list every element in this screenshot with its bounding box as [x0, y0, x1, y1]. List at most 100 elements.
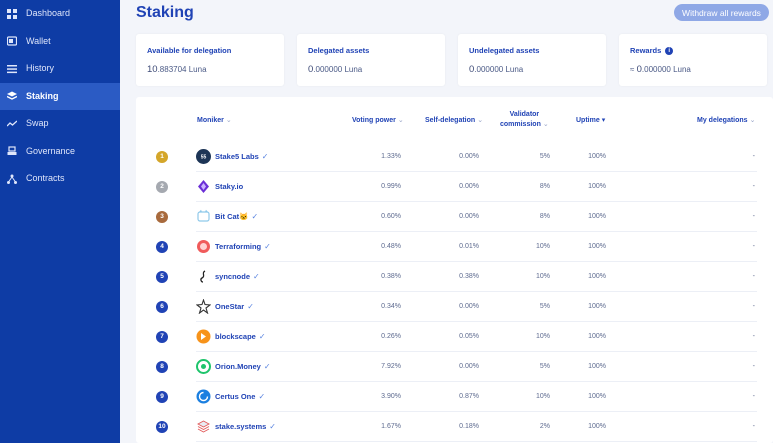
verified-check-icon: ✓ — [264, 242, 271, 251]
card-value: 0.000000 Luna — [469, 64, 524, 75]
uptime-cell: 100% — [588, 273, 606, 280]
validator-moniker-link[interactable]: syncnode ✓ — [215, 272, 260, 281]
sidebar-item-history[interactable]: History — [0, 55, 120, 83]
commission-cell: 5% — [539, 363, 550, 370]
moniker-header[interactable]: Moniker ⌄ — [197, 117, 232, 124]
main-content: Staking Withdraw all rewards Available f… — [120, 0, 773, 443]
sidebar-item-wallet[interactable]: Wallet — [0, 28, 120, 56]
info-icon[interactable]: i — [665, 46, 674, 55]
rank-badge: 6 — [156, 301, 168, 313]
orion-logo-icon — [196, 359, 211, 374]
row-divider — [196, 291, 757, 292]
stakesystems-logo-icon — [196, 419, 211, 434]
table-row[interactable]: 9 Certus One ✓ 3.90% 0.87% 10% 100% - — [136, 382, 773, 412]
svg-text:55: 55 — [201, 155, 207, 161]
table-row[interactable]: 3 Bit Cat🐱 ✓ 0.60% 0.00% 8% 100% - — [136, 202, 773, 232]
validator-moniker-link[interactable]: Stake5 Labs ✓ — [215, 152, 269, 161]
table-row[interactable]: 2 Staky.io 0.99% 0.00% 8% 100% - — [136, 172, 773, 202]
validator-moniker-link[interactable]: Bit Cat🐱 ✓ — [215, 212, 259, 221]
my-delegations-header[interactable]: My delegations ⌄ — [697, 117, 756, 124]
verified-check-icon: ✓ — [258, 392, 266, 401]
voting-power-cell: 7.92% — [381, 363, 401, 370]
validator-moniker-link[interactable]: Certus One ✓ — [215, 392, 266, 401]
page-title: Staking — [136, 4, 194, 21]
card-title: Available for delegation — [147, 46, 232, 55]
sidebar-item-staking[interactable]: Staking — [0, 82, 120, 110]
staking-icon — [6, 90, 18, 102]
self-delegation-cell: 0.00% — [459, 153, 479, 160]
my-delegations-cell: - — [752, 153, 755, 160]
row-divider — [196, 321, 757, 322]
verified-check-icon: ✓ — [269, 422, 276, 431]
onestar-logo-icon — [195, 298, 212, 315]
row-divider — [196, 441, 757, 442]
voting-power-header[interactable]: Voting power ⌄ — [352, 117, 404, 124]
sidebar-item-label: Dashboard — [26, 8, 71, 19]
validator-moniker-link[interactable]: blockscape ✓ — [215, 332, 266, 341]
row-divider — [196, 171, 757, 172]
uptime-header[interactable]: Uptime ▾ — [576, 117, 606, 124]
terraforming-logo-icon — [196, 239, 211, 254]
blockscape-logo-icon — [196, 329, 211, 344]
voting-power-cell: 3.90% — [381, 393, 401, 400]
validator-moniker-link[interactable]: OneStar ✓ — [215, 302, 254, 311]
card-title: Undelegated assets — [469, 46, 540, 55]
my-delegations-cell: - — [752, 303, 755, 310]
validator-moniker-link[interactable]: Orion.Money ✓ — [215, 362, 271, 371]
my-delegations-cell: - — [752, 423, 755, 430]
validator-moniker-link[interactable]: Staky.io — [215, 182, 244, 191]
commission-cell: 5% — [539, 153, 550, 160]
verified-check-icon: ✓ — [258, 332, 266, 341]
sidebar-item-contracts[interactable]: Contracts — [0, 165, 120, 193]
my-delegations-cell: - — [752, 393, 755, 400]
table-row[interactable]: 1 55 Stake5 Labs ✓ 1.33% 0.00% 5% 100% - — [136, 142, 773, 172]
verified-check-icon: ✓ — [251, 212, 259, 221]
rank-badge: 9 — [156, 391, 168, 403]
sort-icon: ⌄ — [749, 117, 756, 124]
self-delegation-cell: 0.00% — [459, 303, 479, 310]
card-value: 0.000000 Luna — [308, 64, 363, 75]
verified-check-icon: ✓ — [263, 362, 271, 371]
verified-check-icon: ✓ — [253, 272, 260, 281]
rank-badge: 1 — [156, 151, 168, 163]
validator-moniker-link[interactable]: stake.systems ✓ — [215, 422, 276, 431]
uptime-cell: 100% — [588, 183, 606, 190]
table-row[interactable]: 5 syncnode ✓ 0.38% 0.38% 10% 100% - — [136, 262, 773, 292]
sidebar-item-dashboard[interactable]: Dashboard — [0, 0, 120, 28]
my-delegations-cell: - — [752, 273, 755, 280]
my-delegations-cell: - — [752, 333, 755, 340]
sidebar-item-label: Staking — [26, 90, 59, 101]
dashboard-icon — [6, 8, 18, 20]
contracts-icon — [6, 173, 18, 185]
voting-power-cell: 0.60% — [381, 213, 401, 220]
staky-logo-icon — [196, 179, 211, 194]
history-icon — [6, 63, 18, 75]
commission-cell: 2% — [539, 423, 550, 430]
sort-icon: ⌄ — [225, 117, 232, 124]
table-row[interactable]: 4 Terraforming ✓ 0.48% 0.01% 10% 100% - — [136, 232, 773, 262]
withdraw-all-rewards-button[interactable]: Withdraw all rewards — [674, 4, 769, 21]
commission-cell: 8% — [539, 213, 550, 220]
table-row[interactable]: 8 Orion.Money ✓ 7.92% 0.00% 5% 100% - — [136, 352, 773, 382]
validator-moniker-link[interactable]: Terraforming ✓ — [215, 242, 271, 251]
sidebar-item-swap[interactable]: Swap — [0, 110, 120, 138]
table-header: Moniker ⌄ Voting power ⌄ Self-delegation ⌄ … — [136, 97, 773, 143]
voting-power-cell: 0.34% — [381, 303, 401, 310]
uptime-cell: 100% — [588, 243, 606, 250]
validator-commission-header[interactable]: Validator commission ⌄ — [500, 111, 549, 128]
sidebar-item-governance[interactable]: Governance — [0, 138, 120, 166]
sort-icon: ⌄ — [542, 121, 549, 128]
rank-badge: 4 — [156, 241, 168, 253]
self-delegation-cell: 0.00% — [459, 183, 479, 190]
stake5-logo-icon: 55 — [196, 149, 211, 164]
self-delegation-cell: 0.01% — [459, 243, 479, 250]
self-delegation-header[interactable]: Self-delegation ⌄ — [425, 117, 484, 124]
table-row[interactable]: 7 blockscape ✓ 0.26% 0.05% 10% 100% - — [136, 322, 773, 352]
commission-cell: 10% — [535, 333, 550, 340]
table-row[interactable]: 6 OneStar ✓ 0.34% 0.00% 5% 100% - — [136, 292, 773, 322]
card-value: ≈ 0.000000 Luna — [630, 64, 691, 75]
rank-badge: 5 — [156, 271, 168, 283]
card-title: Rewards i — [630, 46, 674, 55]
table-row[interactable]: 10 stake.systems ✓ 1.67% 0.18% 2% 100% - — [136, 412, 773, 442]
bitcat-logo-icon — [196, 209, 211, 224]
